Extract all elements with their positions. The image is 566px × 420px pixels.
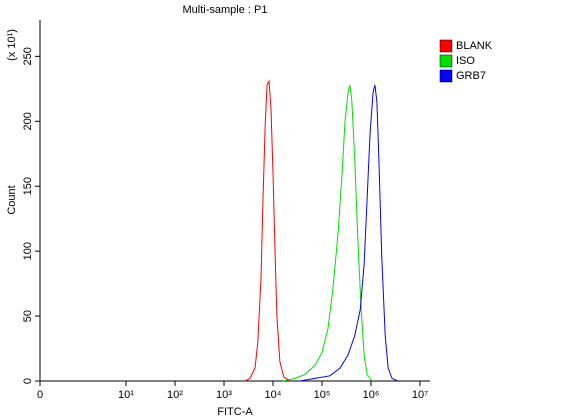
y-tick-label: 150 xyxy=(22,177,34,195)
x-tick-label: 10⁵ xyxy=(314,389,331,401)
y-tick-label: 50 xyxy=(22,310,34,322)
x-tick-label: 10⁶ xyxy=(363,389,380,401)
x-tick-label: 10³ xyxy=(216,389,232,401)
chart-title: Multi-sample : P1 xyxy=(183,4,268,16)
legend-swatch xyxy=(439,54,453,68)
x-tick-label: 10² xyxy=(167,389,183,401)
y-tick-label: 100 xyxy=(22,242,34,260)
legend-label: BLANK xyxy=(456,40,493,52)
x-tick-label: 10⁷ xyxy=(412,389,428,401)
x-axis-label: FITC-A xyxy=(217,406,253,418)
x-tick-label: 10¹ xyxy=(118,389,134,401)
y-axis-label: Count xyxy=(6,185,18,214)
histogram-line xyxy=(299,84,399,382)
x-tick-label: 10⁴ xyxy=(265,389,282,401)
y-tick-label: 250 xyxy=(22,47,34,65)
legend-label: GRB7 xyxy=(456,70,486,82)
y-tick-label: 200 xyxy=(22,112,34,130)
y-tick-label: 0 xyxy=(22,378,34,384)
legend-label: ISO xyxy=(456,55,475,67)
histogram-line xyxy=(244,79,291,382)
legend-swatch xyxy=(439,69,453,83)
histogram-line xyxy=(282,84,373,382)
legend-swatch xyxy=(439,39,453,53)
y-multiplier: (x 10¹) xyxy=(6,29,18,61)
x-tick-label: 0 xyxy=(37,389,43,401)
